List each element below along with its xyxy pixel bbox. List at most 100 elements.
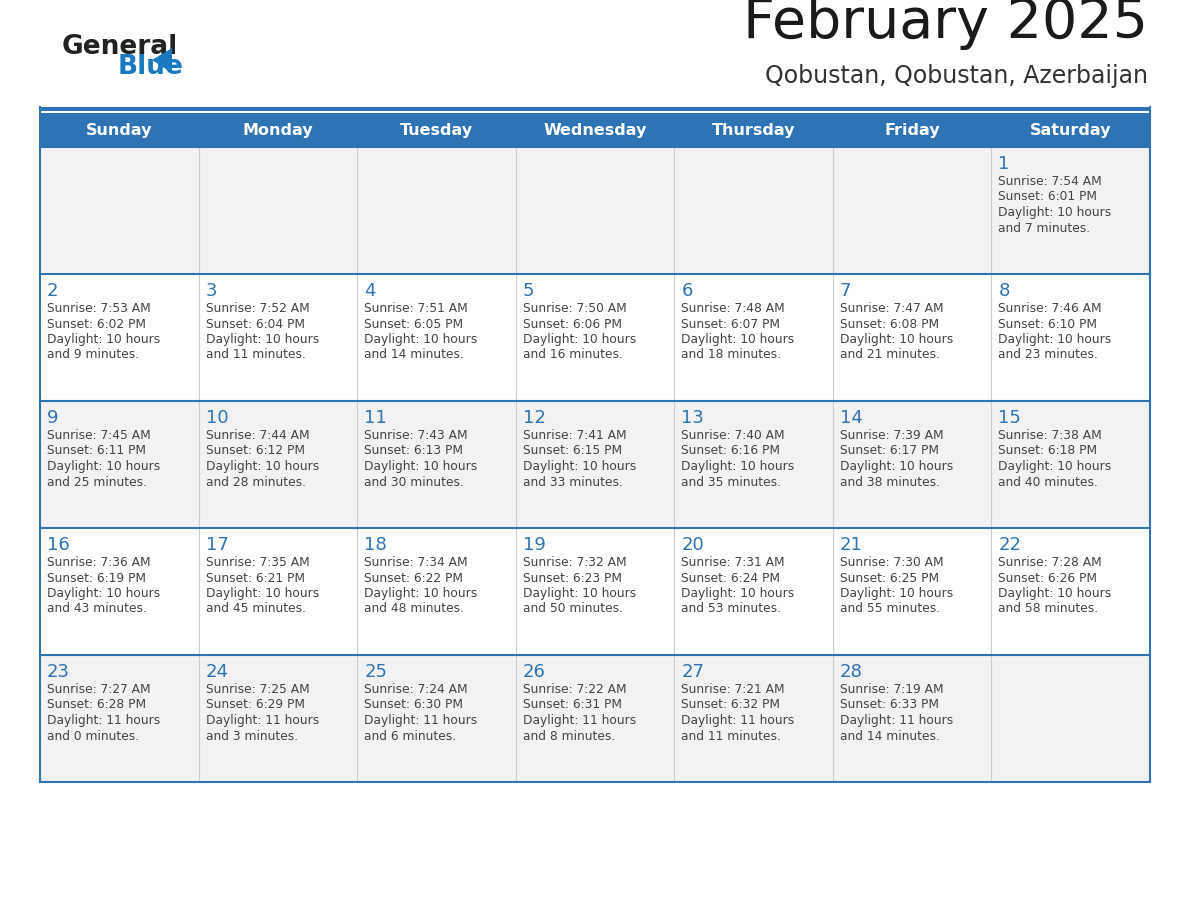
Text: Daylight: 10 hours: Daylight: 10 hours <box>998 587 1112 600</box>
Bar <box>40 107 1150 111</box>
Text: Sunrise: 7:30 AM: Sunrise: 7:30 AM <box>840 556 943 569</box>
Text: and 14 minutes.: and 14 minutes. <box>840 730 940 743</box>
Text: Daylight: 10 hours: Daylight: 10 hours <box>48 587 160 600</box>
Text: Sunrise: 7:22 AM: Sunrise: 7:22 AM <box>523 683 626 696</box>
Text: Sunset: 6:13 PM: Sunset: 6:13 PM <box>365 444 463 457</box>
Text: Sunrise: 7:45 AM: Sunrise: 7:45 AM <box>48 429 151 442</box>
Text: Sunset: 6:18 PM: Sunset: 6:18 PM <box>998 444 1098 457</box>
Text: Sunrise: 7:39 AM: Sunrise: 7:39 AM <box>840 429 943 442</box>
Text: and 0 minutes.: and 0 minutes. <box>48 730 139 743</box>
Text: 19: 19 <box>523 536 545 554</box>
Text: and 3 minutes.: and 3 minutes. <box>206 730 298 743</box>
Text: and 50 minutes.: and 50 minutes. <box>523 602 623 615</box>
Text: Sunset: 6:15 PM: Sunset: 6:15 PM <box>523 444 621 457</box>
Text: Sunset: 6:26 PM: Sunset: 6:26 PM <box>998 572 1098 585</box>
Text: and 21 minutes.: and 21 minutes. <box>840 349 940 362</box>
Text: Sunrise: 7:36 AM: Sunrise: 7:36 AM <box>48 556 151 569</box>
Text: and 53 minutes.: and 53 minutes. <box>681 602 782 615</box>
Text: Sunset: 6:02 PM: Sunset: 6:02 PM <box>48 318 146 330</box>
Text: February 2025: February 2025 <box>742 0 1148 50</box>
Text: 26: 26 <box>523 663 545 681</box>
Text: Sunset: 6:10 PM: Sunset: 6:10 PM <box>998 318 1098 330</box>
Text: 22: 22 <box>998 536 1022 554</box>
Text: and 38 minutes.: and 38 minutes. <box>840 476 940 488</box>
Text: Sunrise: 7:34 AM: Sunrise: 7:34 AM <box>365 556 468 569</box>
Text: Sunday: Sunday <box>86 122 152 138</box>
Text: Daylight: 10 hours: Daylight: 10 hours <box>840 460 953 473</box>
Text: Sunset: 6:24 PM: Sunset: 6:24 PM <box>681 572 781 585</box>
Text: Sunset: 6:01 PM: Sunset: 6:01 PM <box>998 191 1098 204</box>
Text: Sunset: 6:19 PM: Sunset: 6:19 PM <box>48 572 146 585</box>
Bar <box>40 401 1150 528</box>
Text: and 55 minutes.: and 55 minutes. <box>840 602 940 615</box>
Text: Sunset: 6:23 PM: Sunset: 6:23 PM <box>523 572 621 585</box>
Text: Saturday: Saturday <box>1030 122 1112 138</box>
Text: 15: 15 <box>998 409 1022 427</box>
Text: Sunset: 6:31 PM: Sunset: 6:31 PM <box>523 699 621 711</box>
Text: Daylight: 10 hours: Daylight: 10 hours <box>206 460 318 473</box>
Text: Daylight: 11 hours: Daylight: 11 hours <box>840 714 953 727</box>
Text: Daylight: 10 hours: Daylight: 10 hours <box>523 587 636 600</box>
Text: General: General <box>62 34 178 60</box>
Text: Daylight: 11 hours: Daylight: 11 hours <box>365 714 478 727</box>
Text: Sunset: 6:12 PM: Sunset: 6:12 PM <box>206 444 304 457</box>
Text: Sunset: 6:21 PM: Sunset: 6:21 PM <box>206 572 304 585</box>
Text: Sunset: 6:06 PM: Sunset: 6:06 PM <box>523 318 621 330</box>
Text: and 43 minutes.: and 43 minutes. <box>48 602 147 615</box>
Text: and 18 minutes.: and 18 minutes. <box>681 349 782 362</box>
Text: Thursday: Thursday <box>712 122 795 138</box>
Text: Sunrise: 7:35 AM: Sunrise: 7:35 AM <box>206 556 309 569</box>
Text: and 7 minutes.: and 7 minutes. <box>998 221 1091 234</box>
Text: and 48 minutes.: and 48 minutes. <box>365 602 465 615</box>
Text: Sunset: 6:05 PM: Sunset: 6:05 PM <box>365 318 463 330</box>
Text: Sunrise: 7:41 AM: Sunrise: 7:41 AM <box>523 429 626 442</box>
Text: Daylight: 10 hours: Daylight: 10 hours <box>998 333 1112 346</box>
Text: Sunset: 6:32 PM: Sunset: 6:32 PM <box>681 699 781 711</box>
Text: Sunrise: 7:47 AM: Sunrise: 7:47 AM <box>840 302 943 315</box>
Text: Daylight: 10 hours: Daylight: 10 hours <box>998 460 1112 473</box>
Bar <box>40 655 1150 782</box>
Text: Sunset: 6:11 PM: Sunset: 6:11 PM <box>48 444 146 457</box>
Text: and 6 minutes.: and 6 minutes. <box>365 730 456 743</box>
Text: Daylight: 10 hours: Daylight: 10 hours <box>523 333 636 346</box>
Text: and 45 minutes.: and 45 minutes. <box>206 602 305 615</box>
Text: 8: 8 <box>998 282 1010 300</box>
Text: Qobustan, Qobustan, Azerbaijan: Qobustan, Qobustan, Azerbaijan <box>765 64 1148 88</box>
Text: 25: 25 <box>365 663 387 681</box>
Text: Sunrise: 7:24 AM: Sunrise: 7:24 AM <box>365 683 468 696</box>
Text: 24: 24 <box>206 663 228 681</box>
Text: and 58 minutes.: and 58 minutes. <box>998 602 1099 615</box>
Text: Daylight: 10 hours: Daylight: 10 hours <box>48 460 160 473</box>
Text: and 9 minutes.: and 9 minutes. <box>48 349 139 362</box>
Text: Daylight: 10 hours: Daylight: 10 hours <box>365 333 478 346</box>
Text: Sunset: 6:33 PM: Sunset: 6:33 PM <box>840 699 939 711</box>
Text: Daylight: 10 hours: Daylight: 10 hours <box>206 333 318 346</box>
Text: Daylight: 11 hours: Daylight: 11 hours <box>681 714 795 727</box>
Text: Monday: Monday <box>242 122 314 138</box>
Text: 16: 16 <box>48 536 70 554</box>
Text: Daylight: 10 hours: Daylight: 10 hours <box>840 333 953 346</box>
Text: Sunrise: 7:32 AM: Sunrise: 7:32 AM <box>523 556 626 569</box>
Text: 12: 12 <box>523 409 545 427</box>
Text: and 25 minutes.: and 25 minutes. <box>48 476 147 488</box>
Text: Sunrise: 7:38 AM: Sunrise: 7:38 AM <box>998 429 1102 442</box>
Text: Sunset: 6:08 PM: Sunset: 6:08 PM <box>840 318 939 330</box>
Text: and 30 minutes.: and 30 minutes. <box>365 476 465 488</box>
Text: Sunrise: 7:43 AM: Sunrise: 7:43 AM <box>365 429 468 442</box>
Text: and 11 minutes.: and 11 minutes. <box>681 730 782 743</box>
Text: Sunset: 6:29 PM: Sunset: 6:29 PM <box>206 699 304 711</box>
Text: 7: 7 <box>840 282 852 300</box>
Text: and 28 minutes.: and 28 minutes. <box>206 476 305 488</box>
Text: Daylight: 10 hours: Daylight: 10 hours <box>206 587 318 600</box>
Text: Daylight: 11 hours: Daylight: 11 hours <box>523 714 636 727</box>
Bar <box>40 274 1150 401</box>
Text: Sunset: 6:07 PM: Sunset: 6:07 PM <box>681 318 781 330</box>
Bar <box>40 147 1150 274</box>
Text: Sunrise: 7:19 AM: Sunrise: 7:19 AM <box>840 683 943 696</box>
Text: Sunset: 6:17 PM: Sunset: 6:17 PM <box>840 444 939 457</box>
Text: 21: 21 <box>840 536 862 554</box>
Text: Sunrise: 7:28 AM: Sunrise: 7:28 AM <box>998 556 1102 569</box>
Text: 14: 14 <box>840 409 862 427</box>
Text: Friday: Friday <box>884 122 940 138</box>
Text: 3: 3 <box>206 282 217 300</box>
